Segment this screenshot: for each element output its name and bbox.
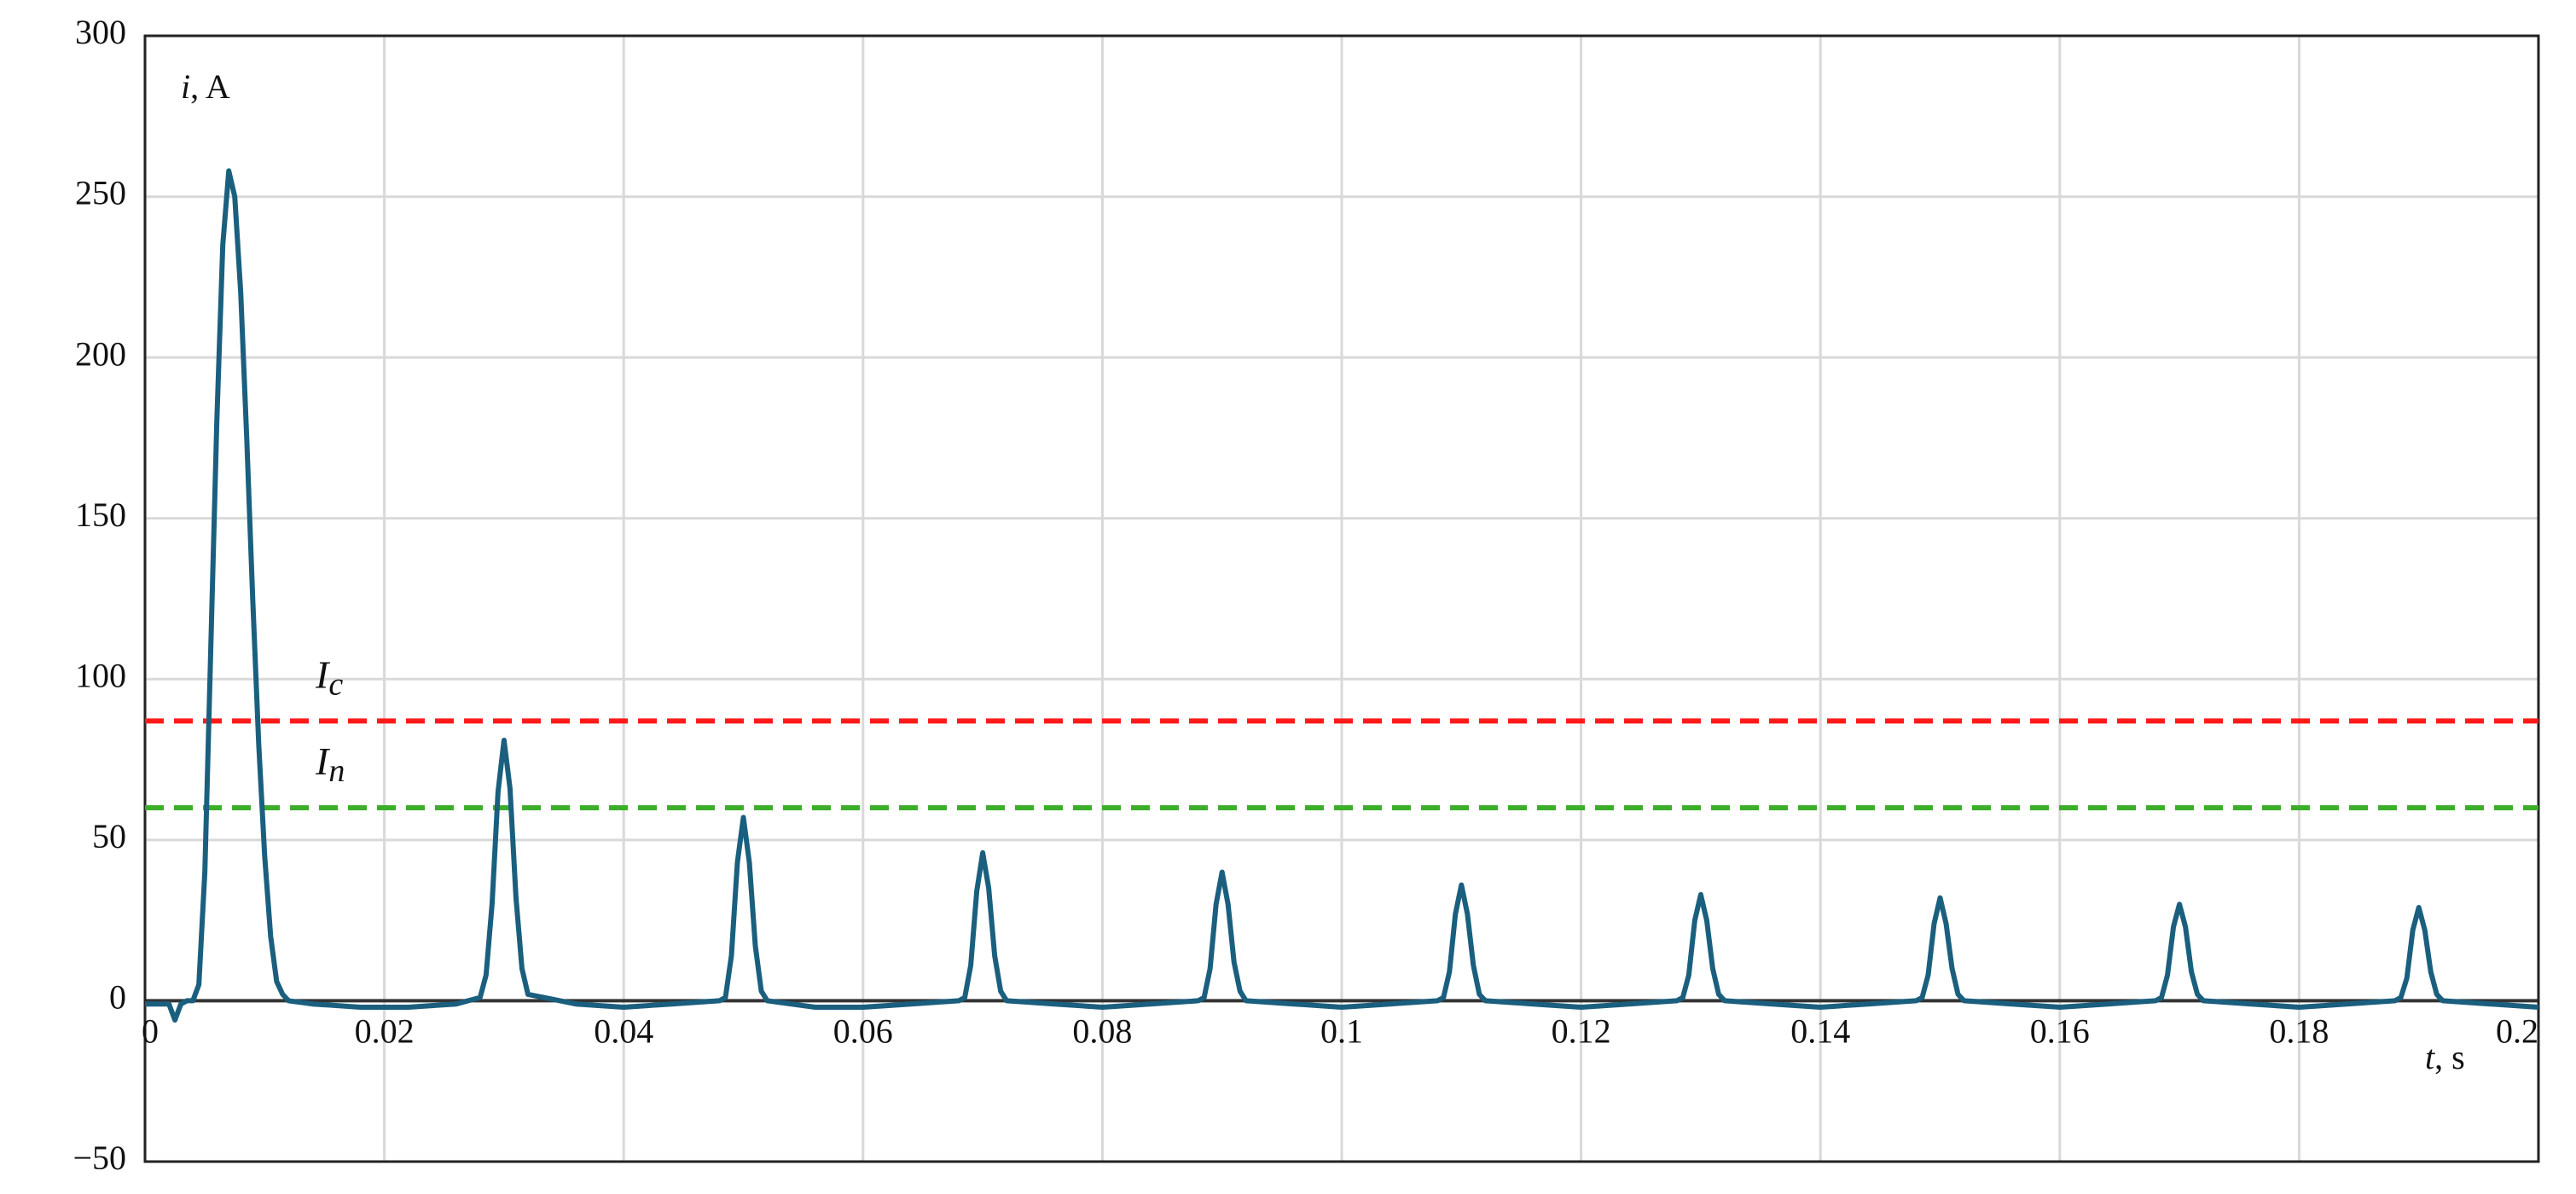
x-tick-label: 0.16 [2030,1012,2090,1051]
labels: 0 0.02 0.04 0.06 0.08 0.1 0.12 0.14 0.16 0.18 0.2 −… [73,13,2538,1177]
y-tick-label: 150 [75,496,126,534]
x-tick-label: 0 [142,1012,159,1051]
grid [143,34,2540,1163]
x-tick-label: 0.2 [2496,1012,2538,1051]
y-tick-label: 250 [75,174,126,212]
reference-label: Ic [315,652,343,702]
x-axis-unit: , s [2434,1038,2465,1076]
x-axis-symbol: t [2425,1038,2435,1076]
x-tick-label: 0.18 [2269,1012,2329,1051]
x-tick-label: 0.1 [1320,1012,1363,1051]
x-tick-label: 0.04 [594,1012,653,1051]
plot-border [143,34,2540,1163]
y-tick-label: 0 [109,978,126,1017]
reference-subscript: c [328,666,343,702]
x-tick-label: 0.06 [833,1012,893,1051]
reference-label: In [315,739,345,789]
y-tick-label: 300 [75,13,126,51]
y-tick-label: 50 [92,817,126,855]
x-tick-label: 0.14 [1790,1012,1850,1051]
y-tick-label: −50 [73,1139,126,1177]
y-axis-unit: , A [190,67,230,106]
plot [145,168,2539,1023]
x-tick-label: 0.12 [1552,1012,1611,1051]
x-tick-label: 0.02 [355,1012,415,1051]
reference-symbol: I [315,739,331,783]
series-line [145,168,2539,1023]
y-axis-symbol: i [181,67,190,106]
reference-lines [145,718,2538,811]
x-tick-label: 0.08 [1072,1012,1132,1051]
y-tick-label: 200 [75,334,126,373]
x-axis-label: t, s [2425,1038,2465,1076]
reference-symbol: I [315,652,331,696]
y-axis-label: i, A [181,67,230,106]
y-tick-label: 100 [75,656,126,694]
reference-subscript: n [328,753,345,789]
